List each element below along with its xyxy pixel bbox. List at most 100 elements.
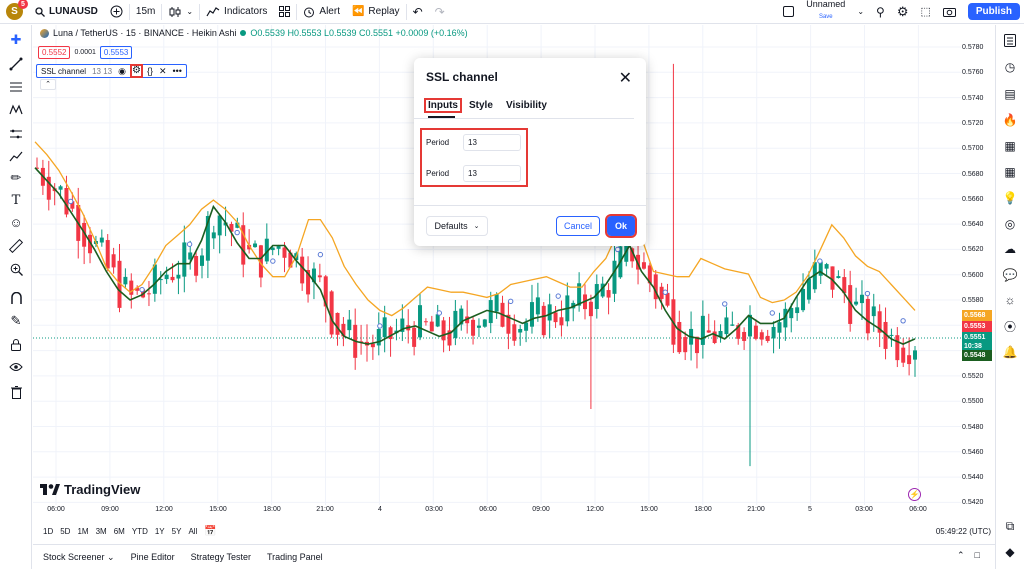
layout-dropdown[interactable]: ⌄ [851, 0, 870, 24]
collapse-legend-button[interactable]: ⌃ [40, 79, 56, 90]
undo-button[interactable]: ↶ [407, 0, 429, 24]
candle-body [795, 307, 800, 314]
price-tick: 0.5460 [962, 448, 984, 456]
brush-tool[interactable] [7, 147, 25, 165]
eye-icon[interactable]: ◉ [118, 65, 126, 76]
watchlist-button[interactable] [1001, 31, 1019, 49]
layout-templates-button[interactable] [273, 0, 296, 24]
close-icon[interactable]: ✕ [618, 70, 632, 87]
candle-body [329, 291, 334, 335]
alert-button[interactable]: Alert [297, 0, 346, 24]
sell-price-button[interactable]: 0.5552 [38, 46, 71, 59]
period-input-2[interactable]: 13 [463, 165, 521, 182]
magnet-tool[interactable] [7, 289, 25, 307]
range-button[interactable]: 6M [113, 526, 125, 536]
calendar-button[interactable]: ▦ [1001, 137, 1019, 155]
data-window-button[interactable]: ▤ [1001, 85, 1019, 103]
range-button[interactable]: 1Y [154, 526, 165, 536]
lightning-icon[interactable]: ⚡ [908, 488, 921, 501]
replay-button[interactable]: ⏪ Replay [346, 0, 406, 24]
indicator-legend-row[interactable]: SSL channel 13 13 ◉ ⚙ {} ✕ ••• [36, 64, 187, 78]
buy-price-button[interactable]: 0.5553 [99, 46, 133, 59]
symbol-search-button[interactable]: LUNAUSD [29, 0, 104, 24]
more-icon[interactable]: ••• [172, 66, 182, 76]
bottom-tab[interactable]: Stock Screener ⌄ [43, 551, 115, 562]
quick-search-icon: ⚲ [876, 4, 885, 19]
range-button[interactable]: 5D [60, 526, 71, 536]
candle-body [135, 287, 140, 291]
pattern-tool[interactable] [7, 101, 25, 119]
calendar-goto-icon[interactable]: 📅 [204, 525, 217, 537]
alerts-bell-button[interactable]: 🔔 [1001, 343, 1019, 361]
forecast-icon [10, 129, 22, 139]
tab-visibility[interactable]: Visibility [506, 100, 547, 111]
snapshot-button[interactable] [937, 0, 962, 24]
user-avatar[interactable]: S 5 [6, 0, 28, 20]
publish-button[interactable]: Publish [962, 0, 1024, 24]
bottom-tab[interactable]: Trading Panel [266, 552, 323, 562]
interval-button[interactable]: 15m [135, 6, 156, 17]
cancel-button[interactable]: Cancel [556, 216, 600, 236]
candle-body [883, 321, 888, 349]
candle-body [306, 270, 311, 295]
pen-tool[interactable]: ✏ [7, 169, 25, 187]
ideas-button[interactable]: 💡 [1001, 189, 1019, 207]
trendline-tool[interactable] [7, 55, 25, 73]
crosshair-tool[interactable]: ✚ [7, 31, 25, 49]
quick-search-button[interactable]: ⚲ [870, 0, 891, 24]
broadcast-button[interactable]: ⦿ [1001, 317, 1019, 335]
lock-drawings-tool[interactable] [7, 335, 25, 353]
ohlc-values: O0.5539 H0.5553 L0.5539 C0.5551 +0.0009 … [250, 28, 468, 38]
tab-inputs[interactable]: Inputs [424, 98, 462, 113]
time-tick: 15:00 [209, 506, 227, 513]
help-button[interactable]: ◆ [1001, 543, 1019, 561]
zoom-tool[interactable] [7, 260, 25, 278]
notifications-button[interactable]: ☼ [1001, 291, 1019, 309]
chevron-up-icon[interactable]: ⌃ [957, 550, 965, 560]
fullscreen-button[interactable]: ⬚ [914, 0, 936, 24]
ruler-tool[interactable] [7, 237, 25, 255]
emoji-tool[interactable]: ☺ [7, 213, 25, 231]
candle-body [370, 343, 375, 348]
undo-icon: ↶ [412, 4, 423, 19]
maximize-icon[interactable]: □ [974, 550, 980, 560]
alerts-panel-button[interactable]: ◷ [1001, 58, 1019, 76]
range-button[interactable]: 3M [95, 526, 107, 536]
clock-text[interactable]: 05:49:22 (UTC) [935, 526, 991, 536]
candle-body [806, 278, 811, 300]
text-tool[interactable]: T [7, 191, 25, 209]
period-input-1[interactable]: 13 [463, 134, 521, 151]
settings-button[interactable]: ⚙ [891, 0, 915, 24]
source-code-icon[interactable]: {} [146, 66, 153, 76]
bottom-tab[interactable]: Strategy Tester [190, 552, 251, 562]
defaults-dropdown[interactable]: Defaults ⌄ [426, 216, 488, 236]
chats-button[interactable]: 💬 [1001, 266, 1019, 284]
tab-visibility-label: Visibility [506, 100, 547, 111]
layout-name-button[interactable]: Unnamed Save [800, 0, 851, 24]
stay-drawing-tool[interactable]: ✎ [7, 312, 25, 330]
remove-drawings-tool[interactable] [7, 383, 25, 401]
range-button[interactable]: All [188, 526, 198, 536]
object-tree-button[interactable]: ⧉ [1001, 517, 1019, 535]
news-button[interactable]: ☁ [1001, 240, 1019, 258]
gear-icon[interactable]: ⚙ [129, 64, 143, 78]
close-icon[interactable]: ✕ [158, 65, 167, 76]
layout-select-button[interactable] [777, 0, 800, 24]
range-button[interactable]: 1D [43, 526, 54, 536]
streams-button[interactable]: ◎ [1001, 215, 1019, 233]
range-button[interactable]: 5Y [171, 526, 182, 536]
hotlists-button[interactable]: 🔥 [1001, 111, 1019, 129]
chart-type-button[interactable]: ⌄ [162, 0, 199, 24]
bottom-tab[interactable]: Pine Editor [130, 552, 175, 562]
redo-button[interactable]: ↷ [429, 0, 451, 24]
compare-symbol-button[interactable] [104, 0, 129, 24]
tab-style[interactable]: Style [469, 100, 493, 111]
range-button[interactable]: YTD [131, 526, 148, 536]
range-button[interactable]: 1M [77, 526, 89, 536]
screener-button[interactable]: ▦ [1001, 163, 1019, 181]
fib-tool[interactable] [7, 78, 25, 96]
indicators-button[interactable]: Indicators [200, 0, 273, 24]
hide-drawings-tool[interactable] [7, 358, 25, 376]
prediction-tool[interactable] [7, 125, 25, 143]
ok-button[interactable]: Ok [605, 214, 637, 238]
